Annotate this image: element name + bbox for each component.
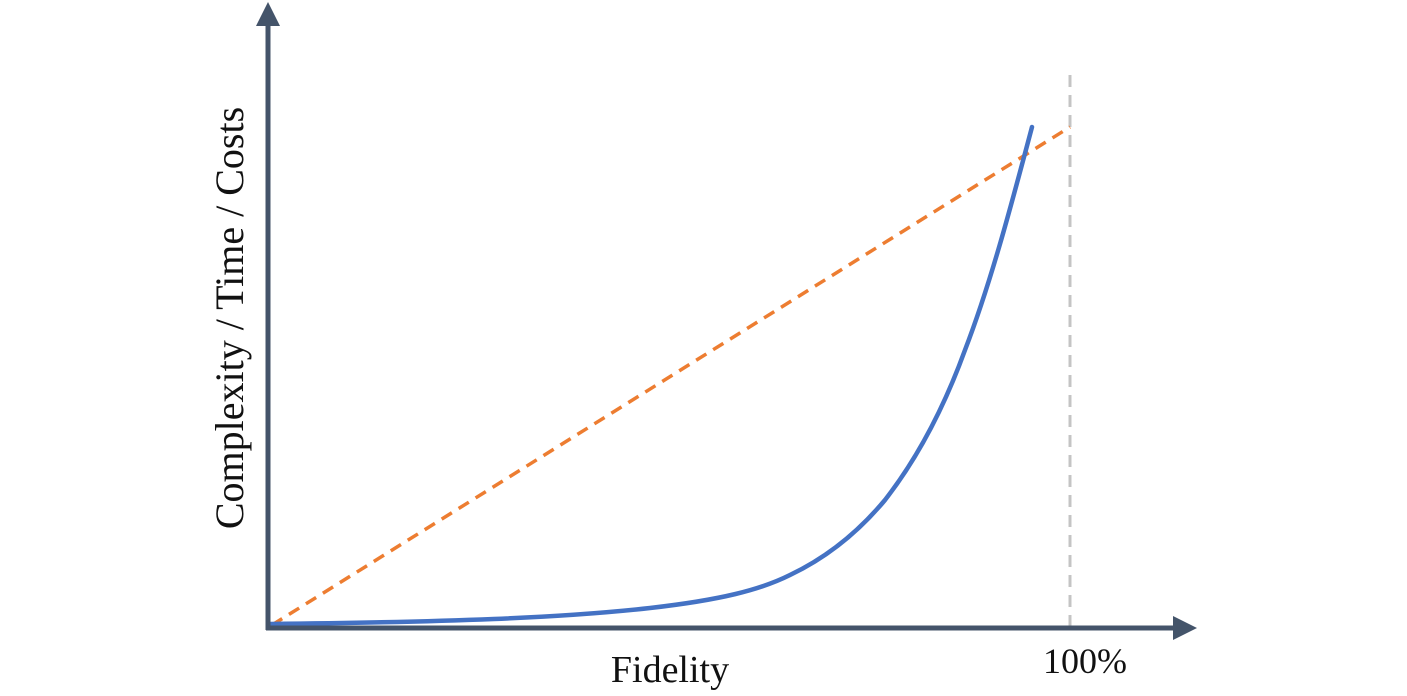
x-axis-arrow bbox=[1173, 616, 1197, 640]
x-axis-label: Fidelity bbox=[611, 649, 729, 691]
limit-label: 100% bbox=[1043, 641, 1127, 681]
exponential-curve bbox=[267, 124, 1035, 627]
y-axis-label: Complexity / Time / Costs bbox=[207, 107, 252, 529]
linear-line bbox=[271, 125, 1071, 627]
y-axis-arrow bbox=[256, 2, 280, 26]
